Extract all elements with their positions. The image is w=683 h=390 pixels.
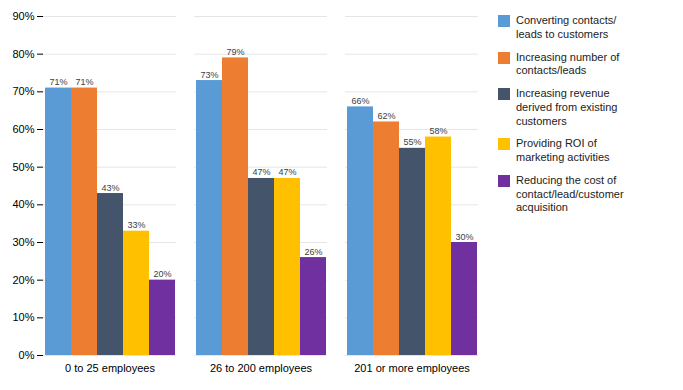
svg-text:40%: 40% xyxy=(12,198,34,210)
svg-text:80%: 80% xyxy=(12,48,34,60)
svg-text:71%: 71% xyxy=(75,77,93,87)
html-text:Increasing revenue derived fro: Increasing revenue derived from existing… xyxy=(516,87,618,127)
svg-text:58%: 58% xyxy=(429,126,447,136)
svg-text:47%: 47% xyxy=(252,167,270,177)
svg-text:0%: 0% xyxy=(19,349,35,361)
svg-text:20%: 20% xyxy=(153,269,171,279)
svg-text:0 to 25 employees: 0 to 25 employees xyxy=(65,362,155,374)
svg-text:70%: 70% xyxy=(12,85,34,97)
svg-text:55%: 55% xyxy=(403,137,421,147)
svg-text:79%: 79% xyxy=(226,47,244,57)
html-text:Increasing number of contacts/: Increasing number of contacts/leads xyxy=(516,50,620,77)
svg-text:33%: 33% xyxy=(127,220,145,230)
svg-text:66%: 66% xyxy=(351,96,369,106)
svg-text:26%: 26% xyxy=(304,247,322,257)
svg-text:90%: 90% xyxy=(12,10,34,22)
svg-text:73%: 73% xyxy=(200,70,218,80)
svg-text:50%: 50% xyxy=(12,161,34,173)
svg-text:47%: 47% xyxy=(278,167,296,177)
html-text:Reducing the cost of contact/l: Reducing the cost of contact/lead/custom… xyxy=(516,173,624,214)
svg-text:60%: 60% xyxy=(12,123,34,135)
svg-text:10%: 10% xyxy=(12,311,34,323)
svg-text:26 to 200 employees: 26 to 200 employees xyxy=(210,362,313,374)
html-text:Converting contacts/ leads to: Converting contacts/ leads to customers xyxy=(516,14,617,40)
svg-text:62%: 62% xyxy=(377,111,395,121)
svg-text:71%: 71% xyxy=(49,77,67,87)
svg-text:43%: 43% xyxy=(101,183,119,193)
svg-text:30%: 30% xyxy=(455,232,473,242)
svg-text:201 or more employees: 201 or more employees xyxy=(354,362,470,374)
html-text:Providing ROI of marketing act: Providing ROI of marketing activities xyxy=(516,137,610,163)
svg-text:30%: 30% xyxy=(12,236,34,248)
svg-text:20%: 20% xyxy=(12,274,34,286)
